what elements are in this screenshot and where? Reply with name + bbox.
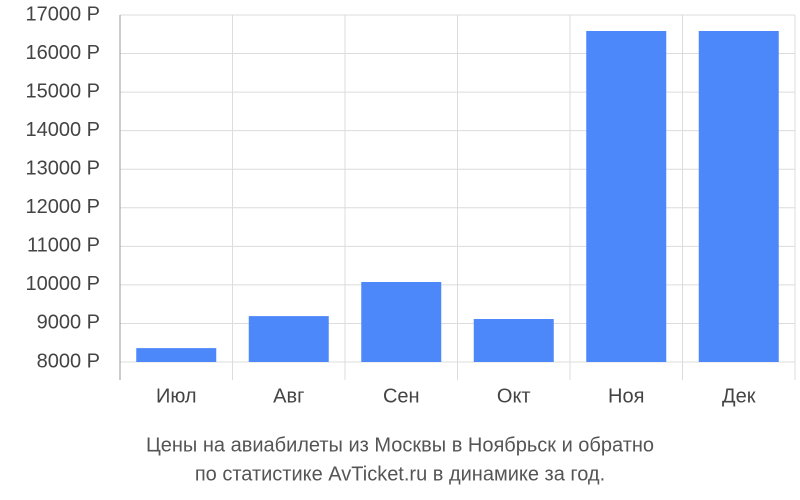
x-tick-label: Окт	[497, 385, 531, 407]
bar	[698, 31, 779, 363]
x-tick-label: Ноя	[608, 385, 644, 407]
bar	[136, 348, 217, 362]
y-tick-label: 11000 Р	[27, 235, 100, 257]
y-tick-label: 15000 Р	[25, 80, 100, 102]
x-tick-label: Дек	[722, 385, 756, 407]
x-tick-label: Июл	[156, 385, 197, 407]
bar	[586, 31, 667, 363]
chart-title: по статистике AvTicket.ru в динамике за …	[195, 463, 605, 485]
bar	[248, 316, 329, 362]
y-tick-label: 9000 Р	[37, 312, 100, 334]
y-tick-label: 14000 Р	[25, 119, 100, 141]
chart-title: Цены на авиабилеты из Москвы в Ноябрьск …	[146, 434, 654, 456]
x-tick-label: Авг	[273, 385, 304, 407]
y-tick-label: 8000 Р	[37, 350, 100, 372]
y-tick-label: 17000 Р	[25, 3, 100, 25]
y-tick-label: 12000 Р	[25, 196, 100, 218]
y-tick-label: 10000 Р	[25, 273, 100, 295]
bar	[361, 281, 442, 362]
x-tick-label: Сен	[383, 385, 420, 407]
bar	[473, 319, 554, 362]
y-tick-label: 13000 Р	[25, 158, 100, 180]
y-tick-label: 16000 Р	[25, 42, 100, 64]
